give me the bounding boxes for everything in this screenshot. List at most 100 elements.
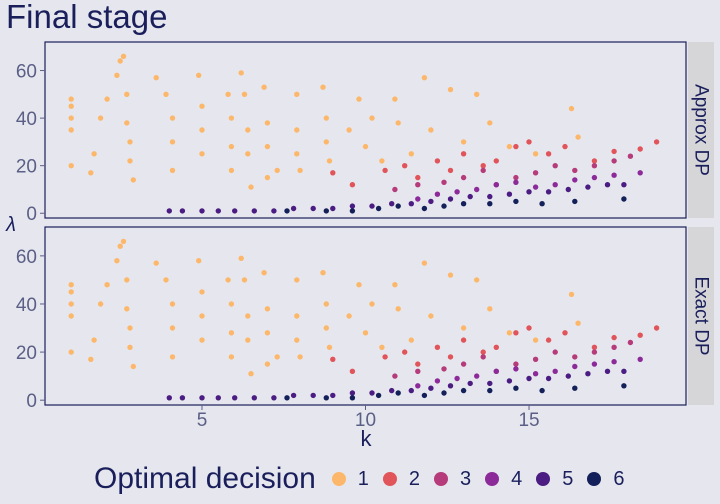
point-decision-1 [91,337,97,343]
point-decision-1 [127,325,133,331]
point-decision-5 [408,201,414,207]
point-decision-1 [264,174,271,181]
legend-label: 1 [357,467,369,490]
point-decision-5 [585,184,591,190]
point-decision-1 [68,103,74,109]
point-decision-5 [232,395,238,401]
point-decision-1 [91,151,97,157]
point-decision-1 [447,86,454,93]
point-decision-3 [392,186,398,193]
point-decision-1 [228,330,235,336]
point-decision-4 [474,186,480,193]
point-decision-2 [545,337,552,343]
point-decision-1 [199,289,205,295]
point-decision-1 [88,356,94,362]
point-decision-1 [88,170,94,176]
point-decision-5 [271,395,277,401]
point-decision-1 [225,277,231,283]
point-decision-1 [294,337,300,343]
point-decision-2 [460,151,467,157]
point-decision-1 [228,143,235,150]
point-decision-1 [228,301,235,307]
point-decision-1 [323,325,329,331]
point-decision-6 [487,201,493,207]
point-decision-5 [310,205,316,212]
point-decision-1 [169,139,176,145]
legend-label: 6 [613,467,625,490]
y-tick-label: 0 [26,391,37,412]
point-decision-2 [402,163,408,169]
point-decision-5 [565,186,571,193]
point-decision-1 [104,282,110,288]
point-decision-1 [68,349,74,355]
point-decision-1 [294,127,300,133]
point-decision-1 [362,143,369,150]
point-decision-1 [228,115,235,121]
point-decision-1 [297,167,303,174]
point-decision-2 [434,158,441,164]
point-decision-4 [572,363,578,370]
point-decision-4 [493,368,499,374]
point-decision-1 [124,120,130,126]
point-decision-1 [294,151,300,157]
point-decision-3 [513,174,519,181]
point-decision-2 [637,146,643,152]
x-tick-label: 15 [518,410,539,431]
point-decision-6 [284,208,290,214]
point-decision-1 [346,313,352,319]
legend-item-3: 3 [434,468,471,491]
point-decision-1 [163,277,169,283]
point-decision-5 [621,368,627,374]
point-decision-5 [310,392,316,399]
point-decision-3 [460,174,467,181]
point-decision-1 [238,70,244,76]
y-tick-label: 40 [16,109,37,130]
point-decision-5 [545,189,552,195]
point-decision-1 [130,177,136,183]
point-decision-6 [395,390,401,396]
legend-key [485,472,500,486]
legend-item-2: 2 [382,468,420,491]
point-decision-5 [166,208,172,214]
point-decision-1 [323,139,329,145]
point-decision-3 [480,167,486,174]
point-decision-4 [552,368,558,374]
point-decision-5 [215,395,221,401]
legend-items: 1 2 3 4 5 6 [331,467,639,491]
panel-border [44,226,687,406]
point-decision-5 [166,395,172,401]
point-decision-1 [169,167,176,174]
point-decision-1 [68,313,74,319]
point-decision-1 [264,306,271,312]
point-decision-4 [637,356,643,362]
point-decision-6 [441,390,447,396]
point-decision-5 [330,205,336,212]
point-decision-1 [421,75,428,81]
point-decision-1 [532,337,539,343]
point-decision-2 [513,143,519,150]
point-decision-1 [163,91,169,98]
point-decision-1 [196,258,202,264]
point-decision-2 [330,356,336,362]
point-decision-1 [460,139,467,145]
point-decision-6 [460,387,467,394]
point-decision-3 [441,179,447,185]
point-decision-6 [513,198,519,205]
y-axis-label: λ [5,214,16,236]
point-decision-3 [415,182,421,188]
point-decision-1 [369,115,375,121]
point-decision-1 [428,313,434,319]
point-decision-1 [199,127,205,133]
point-decision-3 [415,368,421,374]
point-decision-1 [241,91,248,98]
point-decision-3 [532,170,539,176]
point-decision-2 [526,325,532,331]
point-decision-1 [245,313,251,319]
point-decision-1 [369,301,375,307]
point-decision-4 [454,375,460,382]
point-decision-5 [526,189,532,195]
point-decision-4 [591,174,598,181]
point-decision-4 [513,179,519,185]
point-decision-5 [389,387,395,394]
point-decision-1 [130,363,136,370]
